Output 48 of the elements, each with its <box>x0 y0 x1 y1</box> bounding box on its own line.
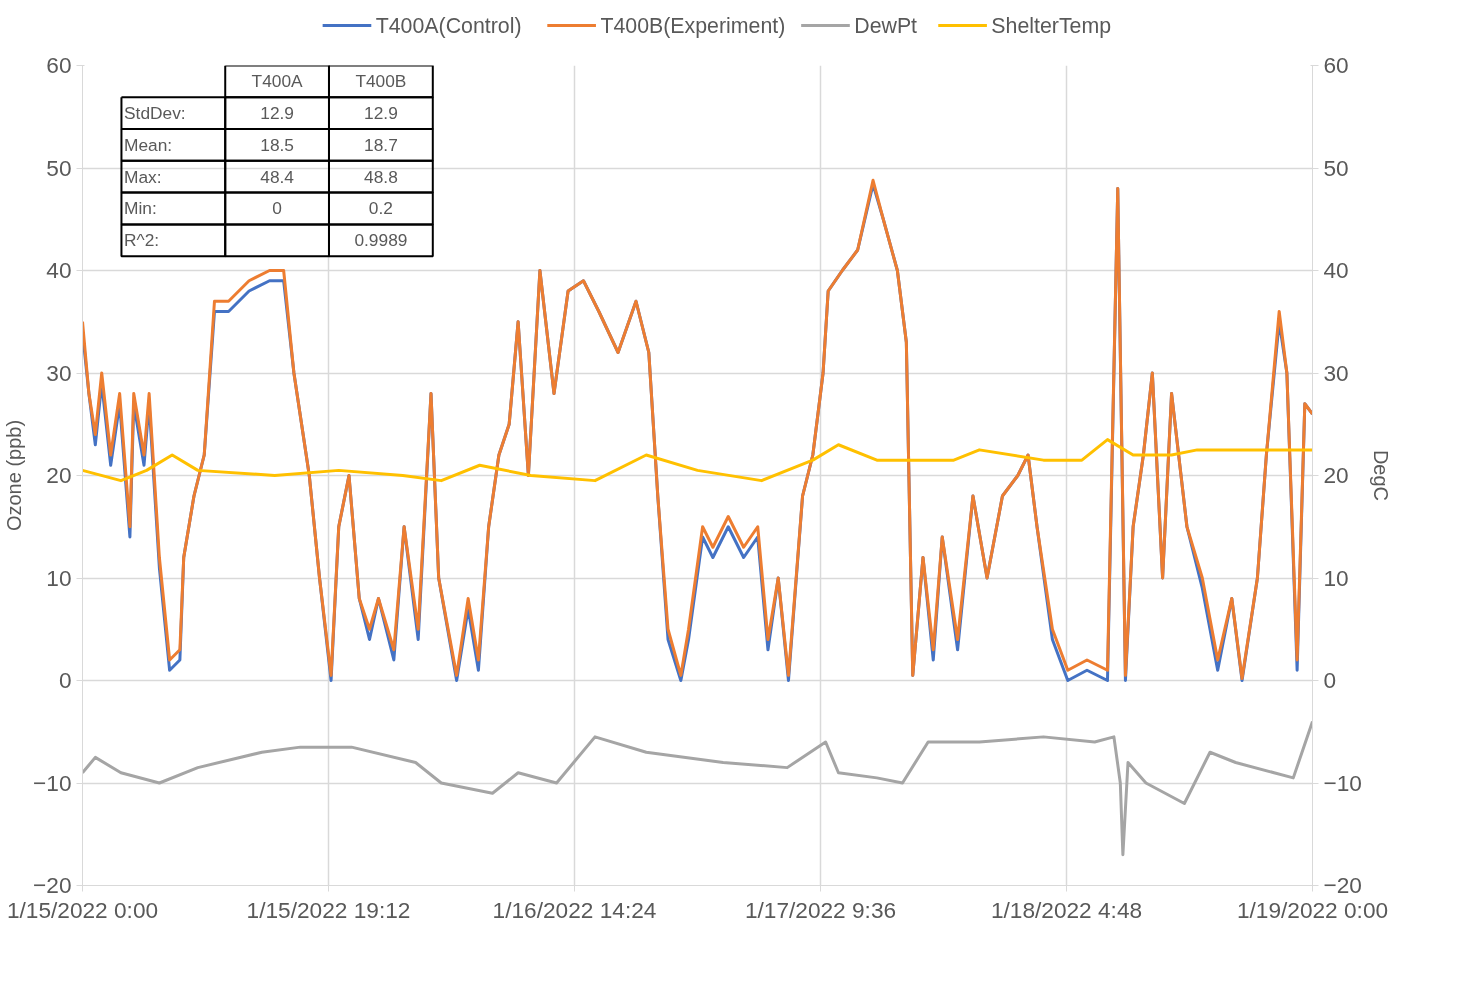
annotation: Max: <box>124 166 162 187</box>
annotation: 48.4 <box>260 166 295 187</box>
y-tick-label: 30 <box>46 359 72 386</box>
annotation: 0 <box>272 198 282 219</box>
legend-label: DewPt <box>854 13 918 38</box>
x-tick-label: 1/19/2022 0:00 <box>1236 896 1389 923</box>
annotation: R^2: <box>124 230 160 251</box>
annotation: 0.2 <box>368 198 393 219</box>
line-series <box>82 720 1313 857</box>
legend-label: ShelterTemp <box>991 13 1112 38</box>
y-axis-title: Ozone (ppb) <box>3 419 26 532</box>
y2-tick-label: 0 <box>1323 667 1337 693</box>
annotation: 12.9 <box>364 103 398 124</box>
annotation: StdDev: <box>124 103 186 124</box>
annotation: 18.5 <box>260 134 294 155</box>
annotation: T400B <box>355 71 407 92</box>
y-tick-label: 40 <box>46 257 72 283</box>
annotation: 48.8 <box>364 166 398 187</box>
x-tick-label: 1/15/2022 19:12 <box>246 896 411 923</box>
annotation: 0.9989 <box>354 230 408 251</box>
x-tick-label: 1/16/2022 14:24 <box>492 896 657 923</box>
annotation: Min: <box>124 198 157 219</box>
y2-tick-label: 50 <box>1323 154 1349 181</box>
x-tick-label: 1/17/2022 9:36 <box>744 896 897 923</box>
y-tick-label: 10 <box>46 564 72 591</box>
annotation: 12.9 <box>260 103 294 124</box>
annotation: Mean: <box>124 134 173 155</box>
y-tick-label: −10 <box>33 769 72 796</box>
y2-tick-label: −10 <box>1323 769 1362 796</box>
legend-label: T400B(Experiment) <box>600 13 786 38</box>
y2-tick-label: −20 <box>1323 872 1362 898</box>
y-tick-label: 60 <box>46 52 72 78</box>
y-tick-label: 20 <box>46 462 72 488</box>
annotation: 18.7 <box>364 134 398 155</box>
y-tick-label: 50 <box>46 154 72 181</box>
legend-label: T400A(Control) <box>375 13 522 38</box>
y2-tick-label: 60 <box>1323 52 1349 78</box>
y2-tick-label: 30 <box>1323 359 1349 386</box>
y-tick-label: −20 <box>33 872 72 898</box>
x-tick-label: 1/18/2022 4:48 <box>990 896 1143 923</box>
y2-tick-label: 10 <box>1323 564 1349 591</box>
x-tick-label: 1/15/2022 0:00 <box>6 896 159 923</box>
line-series <box>82 438 1313 483</box>
annotation: T400A <box>251 71 304 92</box>
y2-axis-title: DegC <box>1369 449 1392 502</box>
y2-tick-label: 40 <box>1323 257 1349 283</box>
y2-tick-label: 20 <box>1323 462 1349 488</box>
y-tick-label: 0 <box>58 667 72 693</box>
